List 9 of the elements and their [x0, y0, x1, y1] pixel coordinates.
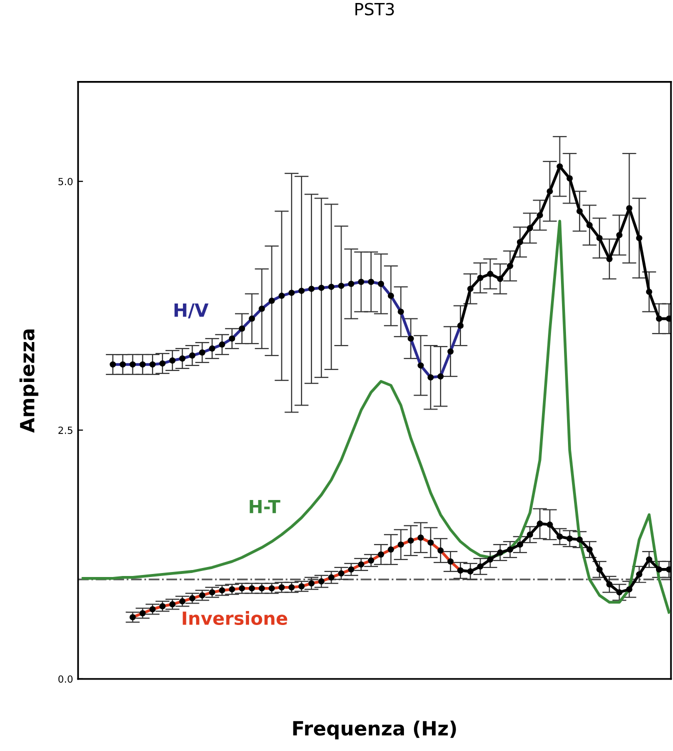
series-label: H-T [250, 500, 280, 514]
y-tick-label: 5.0 [58, 178, 73, 186]
y-tick-label: 0.0 [58, 675, 73, 683]
y-tick-label: 2.5 [58, 426, 72, 434]
x-axis-title: Frequenza (Hz) [293, 720, 456, 740]
chart-title: PST3 [355, 2, 394, 16]
y-axis-title: Ampiezza [19, 329, 38, 433]
series-label: H/V [174, 304, 208, 318]
series-label: Inversione [182, 611, 288, 626]
